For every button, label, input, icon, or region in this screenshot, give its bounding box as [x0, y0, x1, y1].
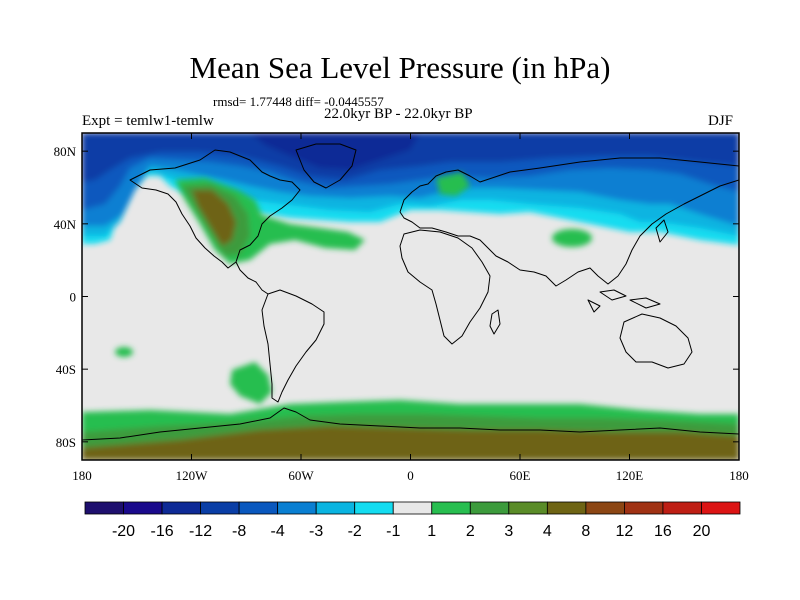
coast-greenland — [295, 143, 357, 189]
period-label: 22.0kyr BP - 22.0kyr BP — [324, 106, 473, 122]
coast-antarctica — [82, 407, 739, 441]
colorbar-label: -1 — [386, 523, 400, 540]
map-field — [82, 133, 739, 460]
colorbar-box — [662, 501, 702, 515]
colorbar: -20 -16 -12 -8 -4 -3 -2 -1 1 2 3 4 8 12 16 20 — [84, 501, 741, 540]
coast-maritime-continent — [587, 289, 661, 313]
y-axis: 80N 40N 0 40S 80S — [54, 144, 739, 450]
stats-text: rmsd= 1.77448 diff= -0.0445557 — [213, 94, 384, 109]
colorbar-box — [624, 501, 664, 515]
coast-madagascar — [489, 309, 501, 335]
coast-south-america — [261, 289, 325, 403]
coast-north-america — [129, 149, 301, 269]
colorbar-label: -3 — [309, 523, 323, 540]
colorbar-label: 20 — [693, 523, 711, 540]
north-america-high-anomaly — [175, 178, 365, 264]
coast-europe-asia — [399, 157, 739, 213]
colorbar-label: 1 — [427, 523, 436, 540]
colorbar-box — [123, 501, 163, 515]
coast-central-america — [235, 261, 269, 295]
colorbar-label: 8 — [581, 523, 590, 540]
colorbar-box — [161, 501, 201, 515]
northern-low-anomaly — [82, 133, 739, 245]
coast-japan — [655, 219, 669, 243]
x-tick-label: 0 — [407, 468, 414, 483]
colorbar-box — [315, 501, 356, 515]
colorbar-label: -12 — [189, 523, 212, 540]
colorbar-label: -20 — [112, 523, 135, 540]
x-tick-label: 180 — [72, 468, 92, 483]
colorbar-label: -8 — [232, 523, 246, 540]
coast-africa — [399, 229, 491, 345]
coast-australia — [619, 313, 693, 369]
colorbar-label: -2 — [348, 523, 362, 540]
colorbar-box — [585, 501, 625, 515]
colorbar-box — [546, 501, 587, 515]
y-tick-label: 40S — [56, 362, 76, 377]
colorbar-label: 12 — [616, 523, 634, 540]
colorbar-label: 4 — [543, 523, 552, 540]
colorbar-label: -16 — [150, 523, 173, 540]
x-tick-label: 60E — [510, 468, 531, 483]
colorbar-label: -4 — [271, 523, 285, 540]
colorbar-box — [469, 501, 510, 515]
colorbar-box — [200, 501, 240, 515]
colorbar-label: 16 — [654, 523, 672, 540]
colorbar-box — [277, 501, 317, 515]
x-axis: 180 120W 60W 0 60E 120E 180 — [72, 133, 749, 483]
coast-east-asia — [399, 179, 739, 287]
colorbar-box — [431, 501, 471, 515]
y-tick-label: 40N — [54, 217, 77, 232]
colorbar-box — [701, 501, 741, 515]
x-tick-label: 180 — [729, 468, 749, 483]
colorbar-label: 2 — [466, 523, 475, 540]
y-tick-label: 80N — [54, 144, 77, 159]
y-tick-label: 0 — [70, 290, 77, 305]
coastlines — [82, 143, 739, 441]
y-tick-label: 80S — [56, 435, 76, 450]
colorbar-box — [354, 501, 394, 515]
southern-high-anomaly — [82, 362, 739, 460]
x-tick-label: 120E — [616, 468, 644, 483]
colorbar-box — [238, 501, 279, 515]
colorbar-box — [392, 501, 433, 515]
x-tick-label: 120W — [176, 468, 209, 483]
map-title: Mean Sea Level Pressure (in hPa) — [189, 50, 611, 85]
colorbar-label: 3 — [504, 523, 513, 540]
colorbar-box — [508, 501, 548, 515]
colorbar-box — [84, 501, 124, 515]
season-label: DJF — [708, 113, 734, 129]
x-tick-label: 60W — [288, 468, 314, 483]
regional-high-patches — [115, 172, 592, 357]
experiment-label: Expt = temlw1-temlw — [82, 113, 214, 129]
